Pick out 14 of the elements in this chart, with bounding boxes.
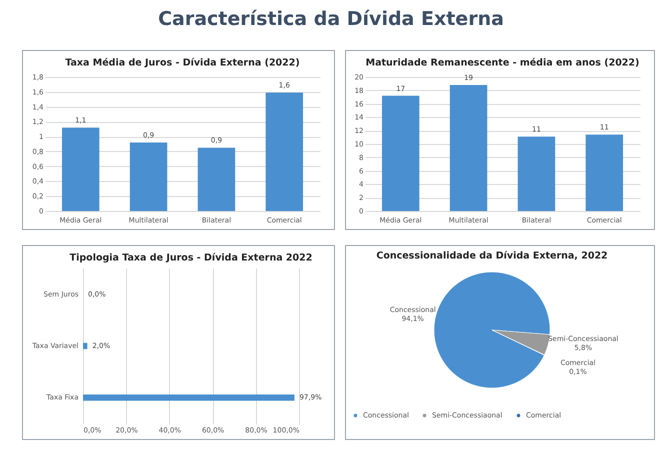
chart-title: Concessionalidade da Dívida Externa, 2022 xyxy=(376,250,608,262)
bar xyxy=(198,148,236,211)
text: Característica da Dívida Externa xyxy=(157,8,505,30)
chart-title: Maturidade Remanescente - média em anos (2022) xyxy=(366,58,640,68)
chart-title: Taxa Média de Juros - Dívida Externa (2022) xyxy=(65,58,300,68)
bar xyxy=(450,85,488,211)
bar xyxy=(266,92,304,211)
bar xyxy=(62,128,100,211)
bar xyxy=(382,96,420,211)
chart-title: Tipologia Taxa de Juros - Dívida Externa 2022 xyxy=(70,252,312,264)
bar xyxy=(130,142,168,211)
pie-slice xyxy=(434,272,550,388)
bar xyxy=(586,134,624,211)
bar xyxy=(518,136,556,211)
